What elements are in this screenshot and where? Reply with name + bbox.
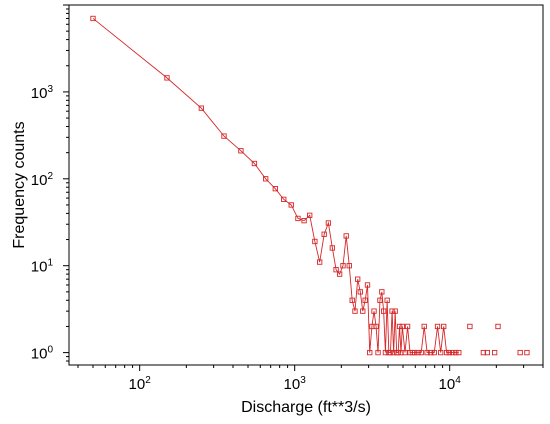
data-point — [375, 349, 381, 356]
data-point — [307, 212, 313, 218]
x-tick-label: 103 — [284, 375, 307, 393]
data-point — [441, 323, 447, 330]
data-point — [325, 220, 332, 226]
data-point — [349, 297, 355, 303]
data-point — [367, 349, 373, 356]
data-point — [340, 263, 346, 269]
data-point — [371, 308, 377, 314]
data-point — [336, 271, 343, 277]
data-point — [382, 349, 389, 356]
plot-frame — [68, 4, 544, 366]
y-tick-label: 101 — [31, 258, 54, 276]
data-point — [428, 349, 434, 356]
x-axis-title: Discharge (ft**3/s) — [241, 399, 371, 416]
data-point — [524, 349, 530, 356]
data-point — [395, 349, 401, 356]
data-point — [517, 349, 523, 356]
data-point — [449, 349, 456, 356]
data-point — [392, 308, 398, 314]
y-tick-label: 102 — [31, 171, 54, 189]
data-point — [404, 323, 411, 330]
y-tick-label: 103 — [31, 84, 54, 102]
data-point — [402, 349, 408, 356]
y-tick-label: 100 — [31, 345, 54, 363]
data-point — [90, 15, 96, 22]
data-point — [434, 323, 441, 330]
data-point — [317, 259, 323, 265]
data-point — [355, 276, 361, 282]
data-point — [263, 176, 269, 182]
data-point — [251, 160, 258, 167]
data-point — [387, 349, 394, 356]
data-point — [360, 308, 366, 314]
data-point — [312, 238, 318, 245]
y-axis-ticks: 100 101 102 103 — [31, 4, 69, 363]
data-point — [381, 308, 387, 314]
data-point — [412, 349, 418, 356]
data-point — [362, 297, 368, 303]
data-point — [321, 231, 327, 237]
data-point — [396, 323, 403, 330]
data-point — [495, 323, 501, 330]
data-point — [384, 297, 390, 303]
series-lines — [92, 18, 459, 354]
data-point — [453, 349, 459, 356]
data-point — [357, 289, 363, 295]
series-line — [92, 18, 459, 354]
data-point — [446, 349, 452, 356]
data-point — [288, 202, 294, 208]
data-point — [164, 75, 170, 81]
x-tick-label: 104 — [439, 375, 462, 393]
data-point — [456, 349, 462, 356]
data-point — [491, 349, 498, 356]
x-axis-ticks: 102 103 104 — [77, 365, 544, 393]
data-point — [377, 297, 383, 303]
data-point — [421, 323, 427, 330]
data-point — [352, 308, 358, 314]
series-markers — [90, 15, 530, 356]
data-point — [329, 245, 335, 251]
data-point — [379, 289, 385, 295]
y-axis-title: Frequency counts — [11, 121, 28, 248]
data-point — [221, 133, 227, 139]
data-point — [415, 349, 421, 356]
data-point — [281, 196, 287, 203]
data-point — [301, 217, 307, 224]
data-point — [364, 282, 371, 288]
data-point — [418, 349, 424, 356]
data-point — [443, 349, 450, 356]
data-point — [346, 263, 352, 269]
data-point — [333, 267, 339, 273]
data-point — [295, 215, 301, 222]
data-point — [198, 105, 205, 111]
data-point — [431, 349, 437, 356]
data-point — [389, 308, 395, 314]
data-point — [399, 323, 405, 330]
data-point — [238, 148, 244, 154]
data-point — [467, 323, 473, 330]
data-point — [343, 233, 349, 239]
data-point — [484, 349, 491, 356]
data-point — [272, 186, 278, 192]
data-point — [424, 349, 430, 356]
data-point — [438, 349, 444, 356]
x-tick-label: 102 — [129, 375, 152, 393]
data-point — [373, 323, 379, 330]
